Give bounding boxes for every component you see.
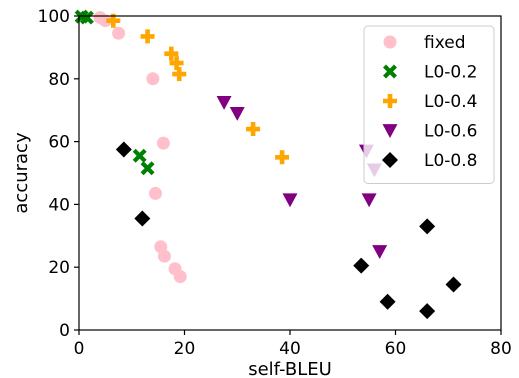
y-tick-label: 0 xyxy=(59,321,70,341)
data-point xyxy=(275,150,290,165)
legend-marker xyxy=(383,35,397,49)
legend-label: L0-0.6 xyxy=(424,122,477,142)
data-point xyxy=(372,245,388,259)
data-point xyxy=(216,95,232,110)
legend-marker xyxy=(382,152,398,168)
legend-marker xyxy=(383,94,397,108)
series-l0-0-4 xyxy=(106,13,290,165)
data-point xyxy=(140,161,155,176)
legend-label: fixed xyxy=(424,33,466,53)
data-point xyxy=(112,26,126,40)
y-tick-label: 40 xyxy=(48,195,70,215)
series-l0-0-6 xyxy=(216,95,388,259)
x-tick-label: 40 xyxy=(279,339,301,359)
data-point xyxy=(173,270,187,284)
data-point xyxy=(157,249,171,263)
x-tick-label: 60 xyxy=(385,339,407,359)
y-tick-label: 100 xyxy=(38,7,70,27)
data-point xyxy=(148,186,162,200)
series-l0-0-2 xyxy=(74,9,155,176)
data-point xyxy=(146,72,160,86)
y-tick-label: 20 xyxy=(48,258,70,278)
plot-area xyxy=(74,9,462,320)
data-point xyxy=(164,46,179,61)
data-point xyxy=(419,218,436,235)
data-point xyxy=(140,29,155,44)
data-point xyxy=(169,56,184,71)
data-point xyxy=(172,67,187,82)
data-point xyxy=(229,106,245,121)
data-point xyxy=(98,14,112,28)
y-axis-label: accuracy xyxy=(11,132,32,214)
y-tick-label: 60 xyxy=(48,133,70,153)
data-point xyxy=(246,122,261,137)
x-tick-label: 80 xyxy=(490,339,512,359)
data-point xyxy=(79,10,94,25)
data-point xyxy=(419,303,436,320)
legend: fixed L0-0.2 L0-0.4 L0-0.6 L0-0.8 xyxy=(363,25,495,184)
series-l0-0-8 xyxy=(115,141,462,320)
data-point xyxy=(115,141,132,158)
legend-marker xyxy=(383,64,397,79)
legend-label: L0-0.4 xyxy=(424,92,477,112)
legend-label: L0-0.2 xyxy=(424,63,477,83)
data-point xyxy=(353,257,370,274)
data-point xyxy=(282,193,298,208)
series-fixed xyxy=(93,11,187,284)
data-point xyxy=(445,276,462,293)
legend-label: L0-0.8 xyxy=(424,151,477,171)
x-tick-label: 20 xyxy=(174,339,196,359)
legend-marker xyxy=(382,124,398,138)
y-tick-label: 80 xyxy=(48,70,70,90)
axes: 0 20 40 60 80 0 20 40 60 80 100 xyxy=(38,7,512,359)
data-point xyxy=(379,293,396,310)
legend-box xyxy=(363,25,495,184)
data-point xyxy=(156,136,170,150)
data-point xyxy=(134,210,151,227)
data-point xyxy=(132,148,147,163)
data-point xyxy=(361,193,377,208)
x-axis-label: self-BLEU xyxy=(248,359,332,378)
x-tick-label: 0 xyxy=(74,339,85,359)
